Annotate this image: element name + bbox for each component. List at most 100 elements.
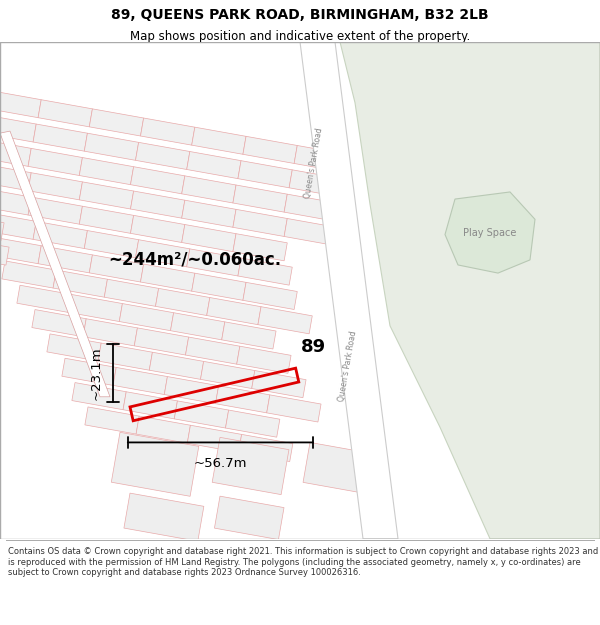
Text: ~244m²/~0.060ac.: ~244m²/~0.060ac. <box>109 251 281 269</box>
Text: Map shows position and indicative extent of the property.: Map shows position and indicative extent… <box>130 30 470 43</box>
Polygon shape <box>445 192 535 273</box>
Polygon shape <box>17 285 71 312</box>
Polygon shape <box>68 294 122 321</box>
Polygon shape <box>2 261 56 288</box>
Polygon shape <box>140 118 195 145</box>
Polygon shape <box>136 240 190 267</box>
Polygon shape <box>192 273 246 301</box>
Polygon shape <box>170 312 225 340</box>
Polygon shape <box>98 343 152 370</box>
Polygon shape <box>131 191 185 218</box>
Polygon shape <box>182 200 236 228</box>
Text: Queen's Park Road: Queen's Park Road <box>337 330 359 402</box>
Polygon shape <box>238 258 292 285</box>
Polygon shape <box>85 407 139 434</box>
Polygon shape <box>0 217 4 241</box>
Polygon shape <box>134 328 188 355</box>
Polygon shape <box>28 197 82 224</box>
Polygon shape <box>28 173 82 200</box>
Polygon shape <box>185 337 240 364</box>
Polygon shape <box>62 358 116 386</box>
Polygon shape <box>113 368 167 394</box>
Polygon shape <box>47 334 101 361</box>
Polygon shape <box>192 127 246 154</box>
Polygon shape <box>0 188 31 215</box>
Polygon shape <box>222 322 276 349</box>
Polygon shape <box>155 288 210 316</box>
Polygon shape <box>136 142 190 169</box>
Polygon shape <box>83 319 137 346</box>
Polygon shape <box>233 185 287 212</box>
Polygon shape <box>84 231 139 258</box>
Polygon shape <box>243 136 297 164</box>
Polygon shape <box>237 346 291 373</box>
Polygon shape <box>38 100 92 127</box>
Text: ~56.7m: ~56.7m <box>194 457 247 469</box>
Polygon shape <box>136 416 190 443</box>
Polygon shape <box>239 434 293 461</box>
Text: ~23.1m: ~23.1m <box>90 346 103 400</box>
Polygon shape <box>233 209 287 236</box>
Polygon shape <box>72 382 126 410</box>
Polygon shape <box>284 194 338 221</box>
Polygon shape <box>187 151 241 179</box>
Polygon shape <box>104 279 158 306</box>
Polygon shape <box>233 234 287 261</box>
Polygon shape <box>214 496 284 539</box>
Text: Contains OS data © Crown copyright and database right 2021. This information is : Contains OS data © Crown copyright and d… <box>8 548 598 577</box>
Polygon shape <box>32 309 86 337</box>
Polygon shape <box>79 158 134 184</box>
Polygon shape <box>187 425 242 452</box>
Polygon shape <box>89 109 143 136</box>
Text: Play Space: Play Space <box>463 228 517 238</box>
Polygon shape <box>84 133 139 161</box>
Polygon shape <box>289 170 343 197</box>
Polygon shape <box>164 377 218 404</box>
Polygon shape <box>53 270 107 298</box>
Polygon shape <box>200 361 255 389</box>
Polygon shape <box>300 42 398 539</box>
Polygon shape <box>0 139 31 166</box>
Polygon shape <box>252 371 306 398</box>
Polygon shape <box>124 493 204 541</box>
Polygon shape <box>33 124 88 151</box>
Polygon shape <box>267 395 321 422</box>
Polygon shape <box>215 386 270 413</box>
Polygon shape <box>182 224 236 252</box>
Polygon shape <box>303 442 374 494</box>
Polygon shape <box>243 282 297 309</box>
Text: 89, QUEENS PARK ROAD, BIRMINGHAM, B32 2LB: 89, QUEENS PARK ROAD, BIRMINGHAM, B32 2L… <box>111 8 489 22</box>
Polygon shape <box>207 298 261 324</box>
Polygon shape <box>0 131 110 397</box>
Polygon shape <box>112 432 199 496</box>
Polygon shape <box>0 164 31 191</box>
Polygon shape <box>226 410 280 437</box>
Polygon shape <box>89 255 143 282</box>
Text: 89: 89 <box>301 338 326 356</box>
Polygon shape <box>38 246 92 273</box>
Polygon shape <box>131 167 185 194</box>
Polygon shape <box>212 438 289 494</box>
Polygon shape <box>330 42 600 539</box>
Polygon shape <box>182 176 236 203</box>
Polygon shape <box>131 216 185 242</box>
Polygon shape <box>28 148 82 176</box>
Polygon shape <box>123 392 178 419</box>
Polygon shape <box>187 249 241 276</box>
Polygon shape <box>284 219 338 246</box>
Polygon shape <box>0 115 36 142</box>
Text: Queen's Park Road: Queen's Park Road <box>304 127 325 199</box>
Polygon shape <box>119 304 173 331</box>
Polygon shape <box>79 182 134 209</box>
Polygon shape <box>33 221 88 249</box>
Polygon shape <box>0 237 41 264</box>
Polygon shape <box>174 401 229 428</box>
Polygon shape <box>79 206 134 233</box>
Polygon shape <box>0 91 41 118</box>
Polygon shape <box>0 242 9 265</box>
Polygon shape <box>238 161 292 188</box>
Polygon shape <box>258 307 312 334</box>
Polygon shape <box>0 213 36 239</box>
Polygon shape <box>294 146 349 172</box>
Polygon shape <box>140 264 195 291</box>
